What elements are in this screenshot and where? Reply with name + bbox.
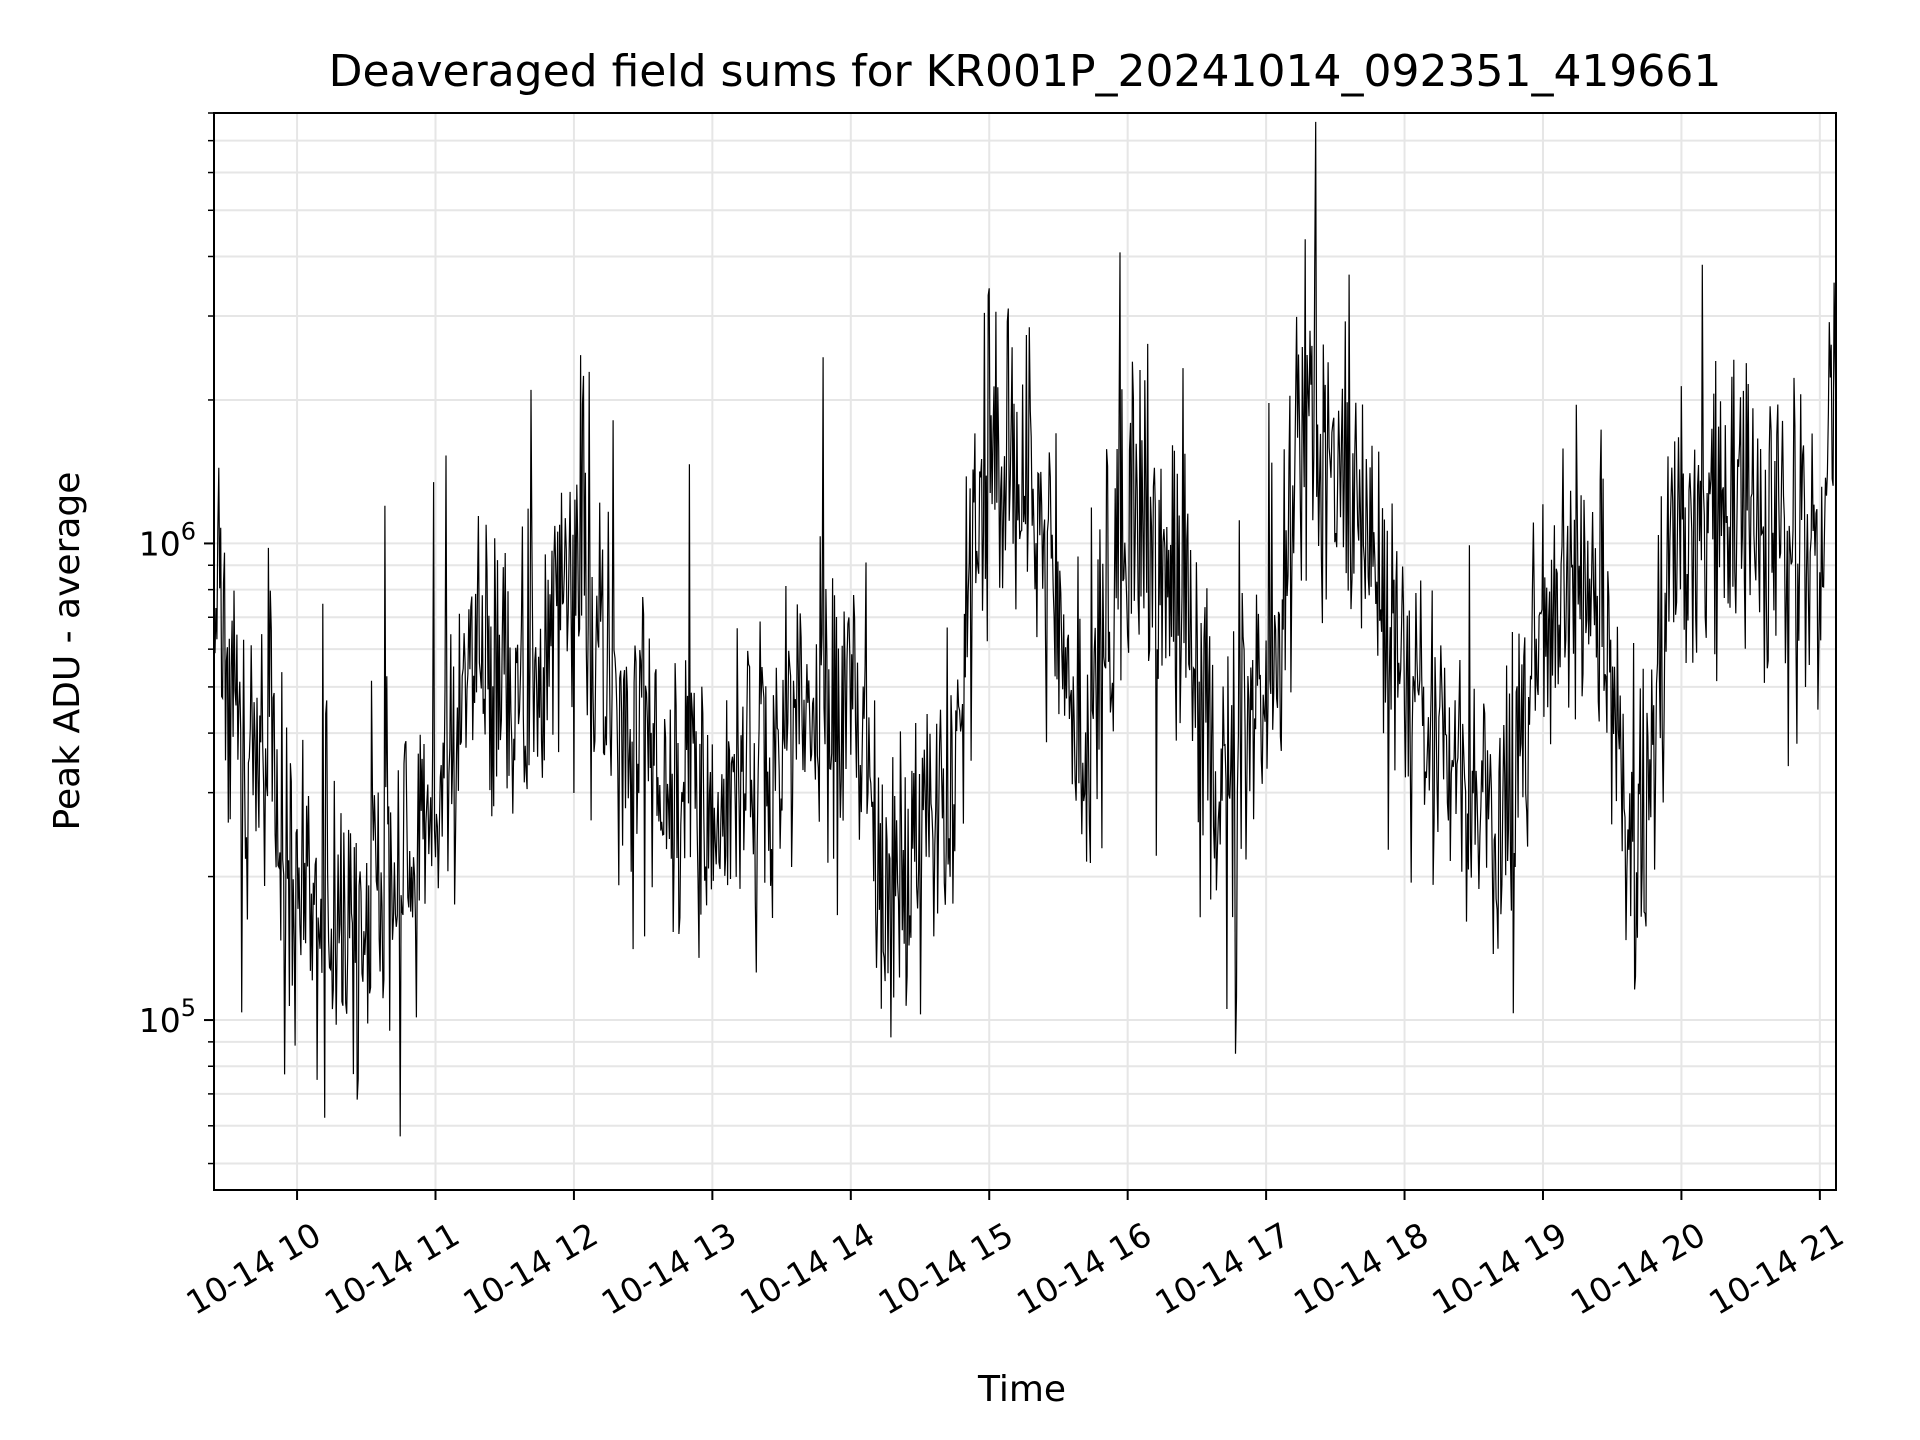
x-axis-label: Time bbox=[977, 1369, 1066, 1410]
axes-frame bbox=[213, 112, 1837, 1191]
y-tick-label-exponent: 6 bbox=[181, 517, 196, 545]
y-tick-label-base: 10 bbox=[139, 524, 181, 563]
chart-title: Deaveraged field sums for KR001P_2024101… bbox=[329, 46, 1722, 97]
plot-area bbox=[213, 121, 1837, 1137]
series-line bbox=[213, 121, 1837, 1137]
y-tick-label-exponent: 5 bbox=[181, 994, 196, 1022]
y-tick-label: 106 bbox=[139, 517, 196, 563]
y-tick-label: 105 bbox=[139, 994, 196, 1040]
y-tick-label-base: 10 bbox=[139, 1001, 181, 1040]
y-axis-label: Peak ADU - average bbox=[47, 472, 88, 831]
